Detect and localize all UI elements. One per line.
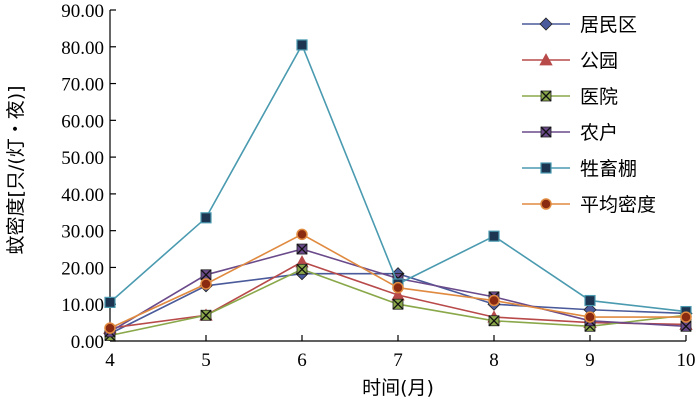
legend-marker-3-cross-b: [540, 126, 552, 138]
data-point-5-0: [104, 322, 116, 334]
y-tick-label: 30.00: [61, 222, 104, 243]
x-tick-label: 8: [489, 350, 499, 371]
legend-label-3: 农户: [580, 122, 618, 144]
data-point-3-6-cross-b: [680, 320, 692, 332]
data-point-5-1: [200, 278, 212, 290]
y-tick-label: 70.00: [61, 75, 104, 96]
data-point-3-1: [200, 269, 212, 281]
legend-item-5: 平均密度: [522, 194, 656, 216]
data-point-5-2: [296, 228, 308, 241]
legend-label-2: 医院: [580, 86, 618, 108]
data-point-2-3-cross-b: [392, 298, 404, 310]
x-tick-label: 5: [201, 350, 211, 371]
legend-item-3: 农户: [522, 122, 618, 144]
x-tick-label: 9: [585, 350, 595, 371]
data-point-5-4: [488, 294, 500, 307]
x-tick-label: 10: [677, 350, 696, 371]
data-point-4-4: [488, 230, 500, 242]
y-tick-label: 20.00: [61, 258, 104, 279]
data-point-4-5: [584, 294, 596, 307]
data-point-5-6: [680, 311, 692, 323]
legend-item-0: 居民区: [522, 14, 637, 36]
data-point-2-1: [200, 309, 212, 321]
y-tick-label: 50.00: [61, 148, 104, 169]
legend-marker-2-cross-b: [540, 90, 552, 102]
legend-label-1: 公园: [580, 50, 618, 72]
series-5: [104, 228, 692, 334]
data-point-2-4-cross-b: [488, 315, 500, 327]
series-2: [104, 263, 692, 341]
data-point-3-2-cross-b: [296, 243, 308, 255]
data-point-3-1-cross-b: [200, 269, 212, 281]
data-point-2-4: [488, 315, 500, 327]
legend-marker-2: [540, 90, 552, 102]
data-point-3-2: [296, 243, 308, 255]
data-point-4-2: [296, 39, 308, 51]
legend-marker-1: [539, 53, 553, 66]
data-point-5-3: [392, 281, 404, 294]
data-point-2-2-cross-b: [296, 263, 308, 275]
y-tick-label: 40.00: [61, 185, 104, 206]
x-tick-label: 4: [105, 350, 115, 371]
y-tick-label: 10.00: [61, 295, 104, 316]
series-layer: [103, 39, 693, 341]
y-axis-title: 蚊密度[只/(灯・夜)]: [5, 85, 27, 254]
x-tick-label: 6: [297, 350, 307, 371]
axes: 0.00 10.00 20.00 30.00 40.00 50.00 60.00 70.00 8…: [61, 1, 695, 371]
legend-item-4: 牲畜棚: [522, 158, 637, 180]
legend-label-4: 牲畜棚: [580, 158, 637, 180]
data-point-5-5: [584, 311, 596, 323]
y-tick-label: 0.00: [71, 332, 104, 353]
data-point-2-2: [296, 263, 308, 275]
data-point-4-0: [104, 296, 116, 308]
legend-marker-5: [540, 198, 552, 210]
x-axis-title: 时间(月): [362, 377, 434, 399]
legend-marker-3: [540, 126, 552, 138]
legend-label-0: 居民区: [580, 14, 637, 36]
legend-label-5: 平均密度: [580, 194, 656, 216]
legend-marker-0: [539, 17, 553, 31]
y-tick-label: 90.00: [61, 1, 104, 22]
y-tick-label: 60.00: [61, 111, 104, 132]
x-tick-label: 7: [393, 350, 403, 371]
legend-item-2: 医院: [522, 86, 618, 108]
legend-marker-4: [540, 162, 552, 174]
legend-item-1: 公园: [522, 50, 618, 72]
y-tick-label: 80.00: [61, 38, 104, 59]
data-point-4-1: [200, 212, 212, 224]
data-point-2-1-cross-b: [200, 309, 212, 321]
data-point-2-3: [392, 298, 404, 310]
